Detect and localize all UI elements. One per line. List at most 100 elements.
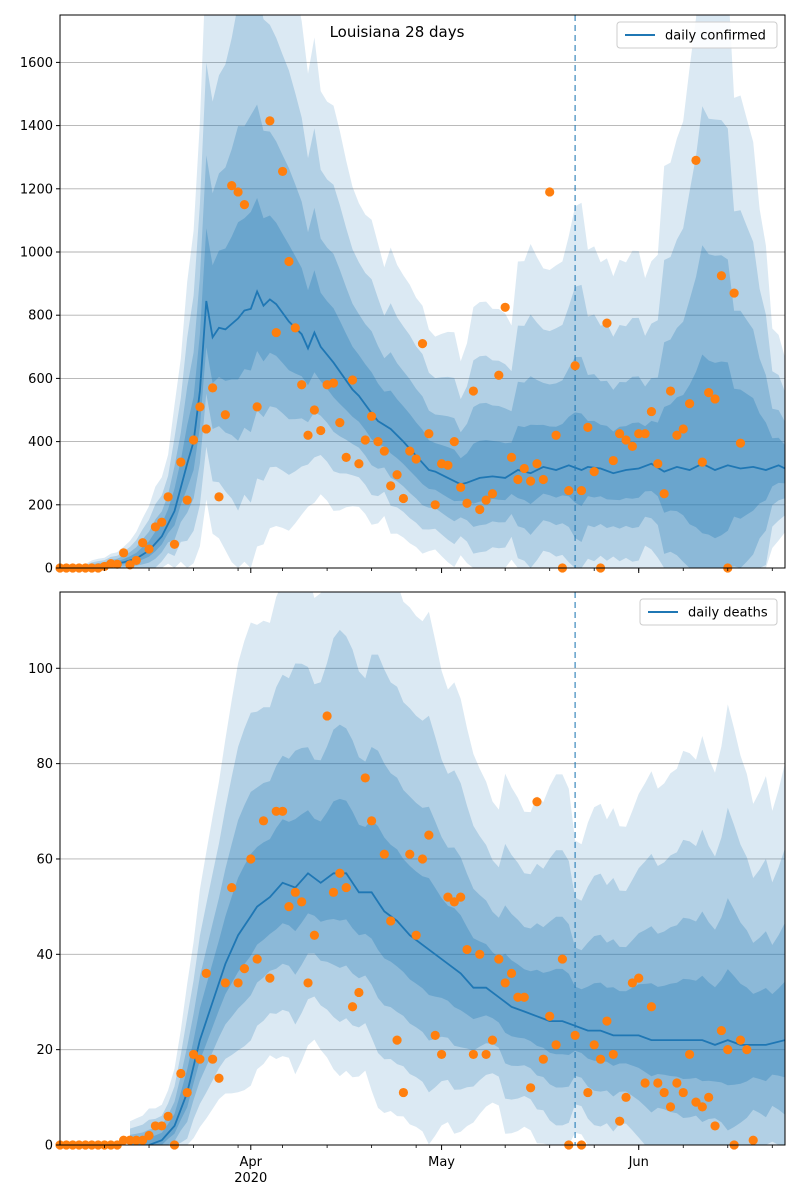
data-point [748,1135,758,1145]
data-point [646,1002,657,1012]
data-point [252,402,262,412]
data-point [144,544,154,554]
data-point [665,1102,676,1112]
data-point [405,446,415,456]
data-point [685,399,695,409]
data-point [475,949,485,959]
data-point [328,378,339,388]
data-point [627,978,637,988]
data-point [271,327,281,338]
data-point [576,485,587,496]
data-point [589,467,599,477]
x-tick-sublabel: 2020 [234,1171,267,1186]
uncertainty-band [85,15,785,568]
data-point [557,954,568,964]
data-point [284,256,294,267]
data-point [583,1087,593,1098]
data-point [201,968,211,978]
data-point [227,882,237,893]
data-point [290,887,300,897]
data-point [367,411,377,421]
data-point [303,430,313,440]
data-point [379,849,389,859]
data-point [735,438,746,448]
data-point [487,489,498,499]
uncertainty-band [85,104,785,568]
y-tick-label: 400 [28,435,53,450]
data-point [392,1035,402,1045]
data-point [443,460,453,470]
y-tick-label: 1000 [20,246,53,261]
data-point [125,1135,135,1145]
data-point [411,454,421,464]
data-point [220,410,230,420]
data-point [481,495,491,505]
data-point [506,968,517,978]
uncertainty-band [130,629,785,1145]
data-point [532,797,542,807]
data-point [322,711,332,721]
y-tick-label: 1200 [20,182,53,197]
data-point [462,944,472,955]
data-point [188,435,199,445]
data-point [481,1049,491,1060]
axes-frame [59,591,786,1146]
data-point [417,854,428,864]
data-point [150,522,160,532]
data-point [500,302,510,312]
data-point [710,394,720,404]
chart-title: Louisiana 28 days [330,23,465,41]
data-point [233,978,243,988]
y-tick-label: 0 [45,1139,53,1154]
data-point [443,892,453,902]
data-point [297,380,307,390]
data-point [347,375,358,385]
data-point [398,1087,409,1098]
data-point [545,1011,555,1021]
data-point [131,1135,141,1145]
confirmed-panel: 0 200 400 600 800 1000 1200 1400 1600 daily confi… [20,14,786,577]
data-point [634,429,644,439]
data-point [182,1087,192,1098]
data-point [716,271,727,281]
data-point [494,954,504,964]
y-tick-label: 80 [36,757,53,772]
data-point [347,1002,358,1012]
data-point [157,1121,167,1131]
uncertainty-band [85,15,785,568]
data-point [290,323,300,333]
data-point [239,964,250,974]
data-point [386,481,396,491]
data-point [144,1130,154,1141]
data-point [494,370,504,380]
data-point [284,902,294,912]
data-point [519,463,529,474]
data-point [176,1068,186,1079]
data-point [277,166,288,177]
data-point [500,978,510,988]
y-tick-label: 100 [28,662,53,677]
data-point [258,816,269,826]
data-point [589,1040,599,1050]
y-tick-label: 1400 [20,119,53,134]
data-point [691,1097,701,1107]
data-point [430,1030,440,1040]
data-point [195,1054,205,1064]
y-tick-label: 600 [28,372,53,387]
data-point [697,457,707,467]
y-tick-label: 200 [28,498,53,513]
data-point [246,854,256,864]
data-point [163,1111,173,1121]
data-point [214,1073,224,1083]
data-point [659,1087,669,1098]
data-point [163,492,173,502]
data-point [583,422,593,432]
data-point [608,455,618,466]
data-point [150,1121,160,1131]
data-point [729,288,739,298]
data-point [468,1049,478,1060]
data-point [672,430,682,440]
data-point [551,1040,561,1050]
data-point [201,424,211,434]
